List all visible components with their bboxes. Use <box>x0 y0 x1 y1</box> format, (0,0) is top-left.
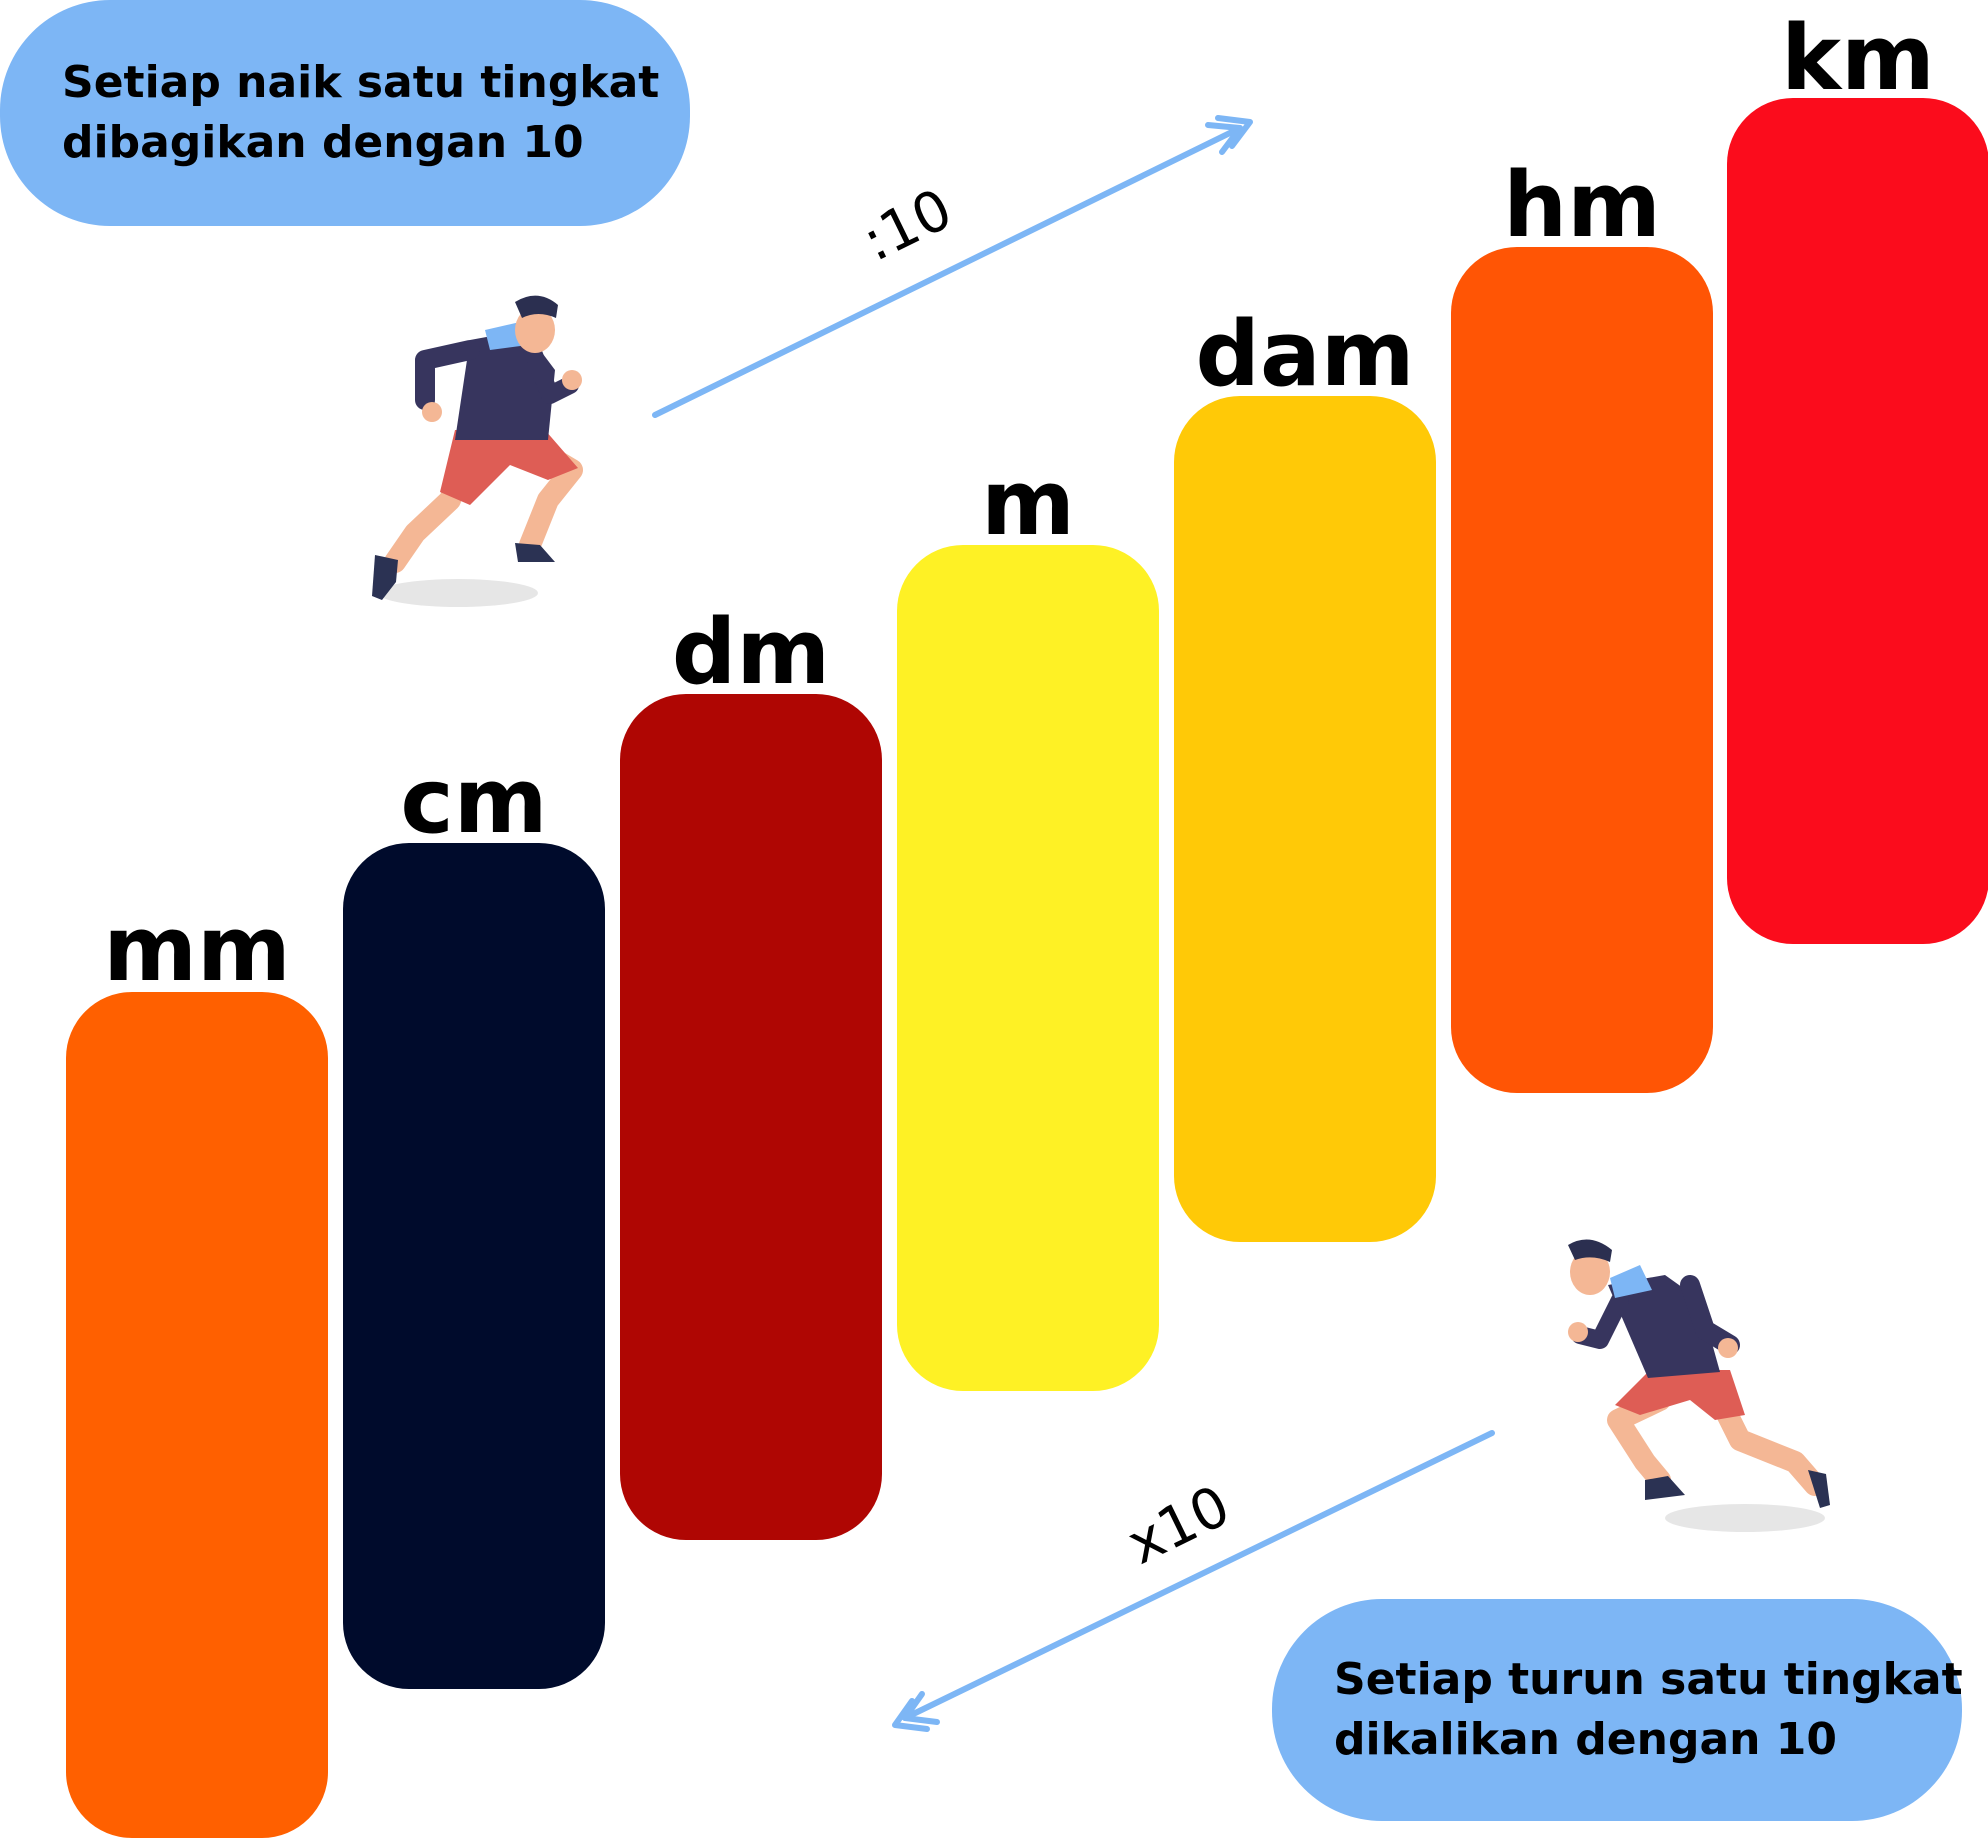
step-mm <box>66 992 328 1838</box>
step-dm <box>620 694 882 1540</box>
step-m <box>897 545 1159 1391</box>
runner-climbing-icon <box>372 295 583 607</box>
arrow-down-left <box>892 1430 1495 1732</box>
unit-label-dm: dm <box>671 600 831 705</box>
note-climb-up: Setiap naik satu tingkat dibagikan denga… <box>0 0 690 226</box>
unit-label-m: m <box>981 451 1075 556</box>
step-dam <box>1174 396 1436 1242</box>
step-km <box>1727 98 1988 944</box>
note-descend-line-2: dikalikan dengan 10 <box>1334 1714 1838 1765</box>
operation-divide-label: :10 <box>853 177 962 275</box>
step-cm <box>343 843 605 1689</box>
note-climb-down: Setiap turun satu tingkat dikalikan deng… <box>1272 1599 1963 1821</box>
unit-label-dam: dam <box>1195 302 1415 407</box>
arrow-up-right <box>652 115 1253 418</box>
step-hm <box>1451 247 1713 1093</box>
note-climb-line-2: dibagikan dengan 10 <box>62 117 584 168</box>
unit-label-hm: hm <box>1503 153 1661 258</box>
runner-descending-icon <box>1568 1239 1830 1532</box>
unit-label-km: km <box>1781 6 1935 111</box>
unit-label-cm: cm <box>400 749 548 854</box>
unit-label-mm: mm <box>103 897 291 1002</box>
note-descend-line-1: Setiap turun satu tingkat <box>1334 1654 1963 1705</box>
note-climb-line-1: Setiap naik satu tingkat <box>62 57 660 108</box>
